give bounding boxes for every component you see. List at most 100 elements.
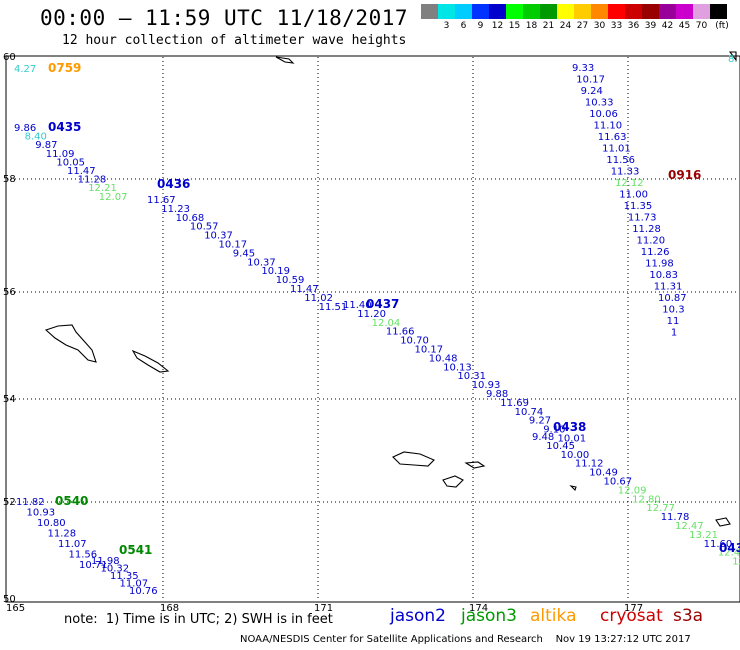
- scale-label: 42: [661, 21, 674, 31]
- wave-height-value: 12.42: [718, 548, 740, 559]
- scale-label: 12: [491, 21, 504, 31]
- scale-label: 3: [443, 21, 450, 31]
- wave-height-value: 9.88: [486, 389, 508, 400]
- latitude-label: 58: [3, 174, 16, 185]
- wave-height-value: 10.93: [472, 380, 501, 391]
- wave-height-value: 11.73: [628, 213, 657, 224]
- coastline-segment: [728, 51, 737, 62]
- wave-height-value: 9.48: [532, 432, 554, 443]
- wave-height-value: 11.98: [645, 259, 674, 270]
- wave-height-value: 12.09: [618, 485, 647, 496]
- coastline-segment: [275, 56, 295, 64]
- scale-swatch: [625, 4, 642, 19]
- wave-height-value: 10.19: [261, 266, 290, 277]
- wave-height-value: 11.56: [69, 550, 98, 561]
- wave-height-value: 11.07: [58, 539, 87, 550]
- wave-height-value: 10.13: [443, 362, 472, 373]
- wave-height-value: 10.70: [400, 336, 429, 347]
- scale-label: 9: [477, 21, 484, 31]
- wave-height-value: 11.20: [637, 236, 666, 247]
- wave-height-value: 11.00: [619, 190, 648, 201]
- scale-swatch: [710, 4, 727, 19]
- scale-label: 18: [525, 21, 538, 31]
- wave-height-value: 10.3: [662, 305, 684, 316]
- coastline-segment: [131, 349, 170, 373]
- wave-height-value: 10.74: [515, 407, 544, 418]
- wave-height-value: 9.10: [543, 425, 565, 436]
- wave-height-value: 10.67: [604, 477, 633, 488]
- pass-time-label: 0540: [55, 494, 88, 508]
- latitude-label: 52: [3, 497, 16, 508]
- wave-height-value: 12.76: [732, 557, 740, 568]
- longitude-label: 171: [314, 603, 333, 614]
- wave-height-value: 8.: [728, 54, 738, 65]
- wave-height-value: 11.31: [654, 282, 683, 293]
- wave-height-value: 10.68: [176, 213, 205, 224]
- pass-time-label: 0759: [48, 61, 81, 75]
- wave-height-value: 10.71: [79, 560, 108, 571]
- pass-time-label: 0916: [668, 168, 701, 182]
- wave-height-value: 11.23: [161, 204, 190, 215]
- wave-height-value: 11.47: [290, 284, 319, 295]
- scale-swatch: [506, 4, 523, 19]
- wave-height-value: 11.28: [78, 175, 107, 186]
- wave-height-value: 10.57: [190, 222, 219, 233]
- wave-height-value: 9.33: [572, 63, 594, 74]
- map-frame: [5, 55, 740, 603]
- wave-height-value: 11.26: [641, 247, 670, 258]
- scale-swatch: [421, 4, 438, 19]
- wave-height-value: 11.35: [624, 201, 653, 212]
- longitude-label: 168: [160, 603, 179, 614]
- wave-height-value: 10.37: [247, 257, 276, 268]
- coastline-segment: [569, 485, 577, 492]
- scale-swatch: [659, 4, 676, 19]
- coastline-segment: [442, 475, 464, 488]
- wave-height-value: 11.28: [48, 529, 77, 540]
- wave-height-value: 10.80: [37, 518, 66, 529]
- wave-height-value: 10.87: [658, 293, 687, 304]
- wave-height-value: 11.40: [343, 300, 372, 311]
- wave-height-value: 12.77: [646, 503, 675, 514]
- wave-height-value: 10.06: [589, 109, 618, 120]
- wave-height-value: 10.76: [129, 586, 158, 597]
- wave-height-value: 11.47: [67, 166, 96, 177]
- wave-height-value: 10.49: [589, 468, 618, 479]
- scale-label: 33: [610, 21, 623, 31]
- wave-height-value: 11.78: [661, 512, 690, 523]
- scale-swatch: [540, 4, 557, 19]
- wave-height-value: 13.21: [689, 530, 718, 541]
- wave-height-value: 12.12: [615, 178, 644, 189]
- longitude-label: 177: [624, 603, 643, 614]
- wave-height-value: 11.28: [632, 224, 661, 235]
- scale-swatch: [489, 4, 506, 19]
- longitude-label: 174: [469, 603, 488, 614]
- wave-height-value: 11.51: [319, 302, 348, 313]
- scale-unit: (ft): [715, 21, 729, 31]
- wave-height-value: 11.01: [602, 144, 631, 155]
- lat-lon-grid: [7, 57, 739, 601]
- scale-label: 30: [593, 21, 606, 31]
- scale-swatch: [523, 4, 540, 19]
- scale-label: 45: [678, 21, 691, 31]
- wave-height-value: 11.66: [386, 327, 415, 338]
- wave-height-value: 11.02: [304, 293, 333, 304]
- pass-time-label: 0438: [553, 420, 586, 434]
- scale-swatch: [693, 4, 710, 19]
- wave-height-value: 9.24: [581, 86, 603, 97]
- wave-height-value: 11: [667, 316, 680, 327]
- wave-height-value: 11.12: [575, 459, 604, 470]
- wave-height-value: 9.87: [35, 140, 57, 151]
- scale-label: 70: [695, 21, 708, 31]
- wave-height-value: 11.56: [606, 155, 635, 166]
- wave-height-value: 1: [671, 328, 677, 339]
- wave-height-value: 10.45: [546, 441, 575, 452]
- scale-label: 27: [576, 21, 589, 31]
- wave-height-value: 11.10: [594, 121, 623, 132]
- wave-height-value: 10.01: [558, 434, 587, 445]
- wave-height-value: 11.09: [46, 149, 75, 160]
- wave-height-value: 10.05: [56, 157, 85, 168]
- wave-height-value: 12.47: [675, 521, 704, 532]
- pass-time-label: 0541: [119, 543, 152, 557]
- wave-height-value: 10.93: [27, 508, 56, 519]
